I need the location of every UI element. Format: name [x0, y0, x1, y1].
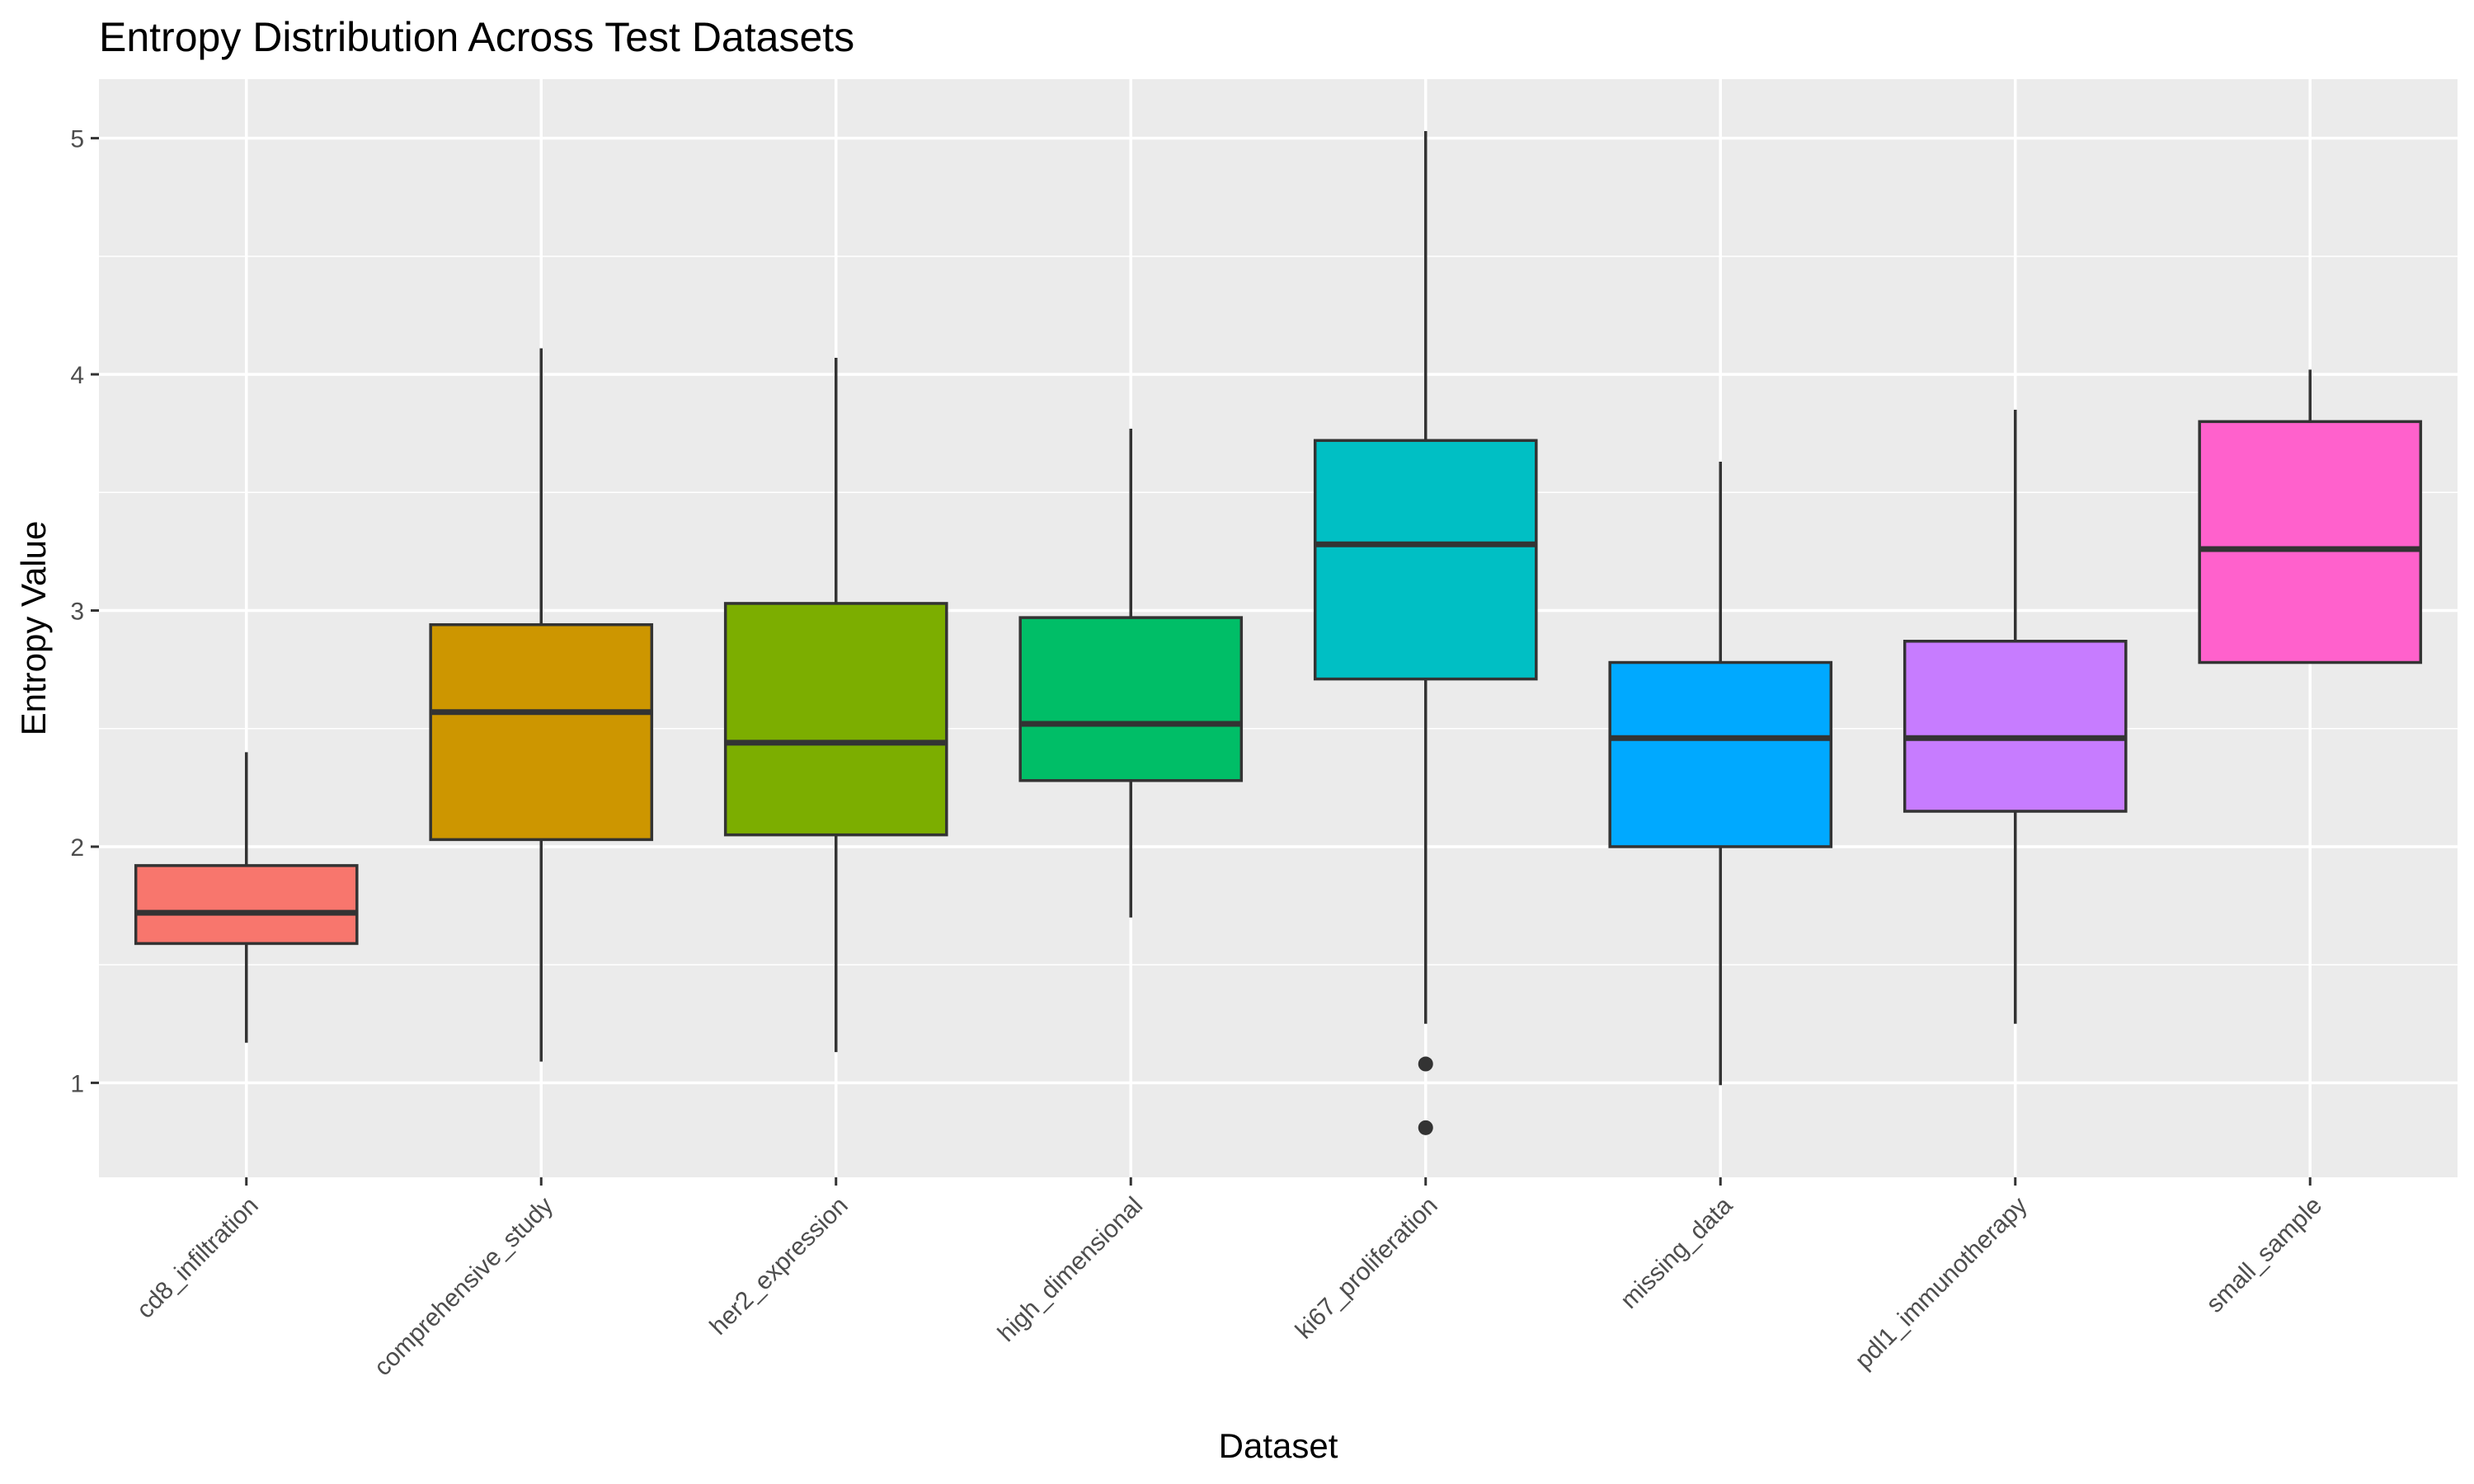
box-group-pdl1_immunotherapy: [1903, 410, 2128, 1024]
x-tick-label: cd8_infiltration: [132, 1192, 264, 1324]
box-group-small_sample: [2198, 369, 2423, 665]
box-layer: [134, 131, 2423, 1135]
box-group-comprehensive_study: [429, 348, 654, 1062]
y-tick-label: 2: [70, 834, 84, 862]
box-body: [1903, 640, 2128, 813]
x-axis-title: Dataset: [1219, 1426, 1338, 1465]
box-body: [134, 864, 359, 946]
chart-title: Entropy Distribution Across Test Dataset…: [99, 14, 854, 60]
outlier-point: [1418, 1120, 1433, 1135]
box-group-cd8_infiltration: [134, 752, 359, 1043]
x-tick-label: comprehensive_study: [369, 1192, 559, 1382]
box-group-missing_data: [1608, 462, 1833, 1086]
x-tick-label: small_sample: [2201, 1192, 2327, 1318]
box-body: [1313, 439, 1538, 681]
x-tick-label: her2_expression: [705, 1192, 854, 1341]
box-group-ki67_proliferation: [1313, 131, 1538, 1135]
y-tick-label: 1: [70, 1070, 84, 1097]
box-group-high_dimensional: [1018, 428, 1244, 918]
x-tick-label: ki67_proliferation: [1291, 1192, 1443, 1345]
outlier-point: [1418, 1056, 1433, 1072]
x-tick-label: pdl1_immunotherapy: [1850, 1192, 2032, 1374]
box-body: [2198, 420, 2423, 665]
box-body: [1018, 616, 1244, 782]
y-tick-label: 4: [70, 362, 84, 389]
box-body: [1608, 660, 1833, 848]
box-body: [723, 602, 948, 837]
y-tick-label: 5: [70, 126, 84, 153]
y-axis-title: Entropy Value: [14, 521, 53, 736]
x-tick-label: high_dimensional: [993, 1192, 1148, 1347]
y-tick-label: 3: [70, 599, 84, 626]
x-tick-label: missing_data: [1616, 1191, 1738, 1314]
box-group-her2_expression: [723, 358, 948, 1053]
box-body: [429, 622, 654, 842]
